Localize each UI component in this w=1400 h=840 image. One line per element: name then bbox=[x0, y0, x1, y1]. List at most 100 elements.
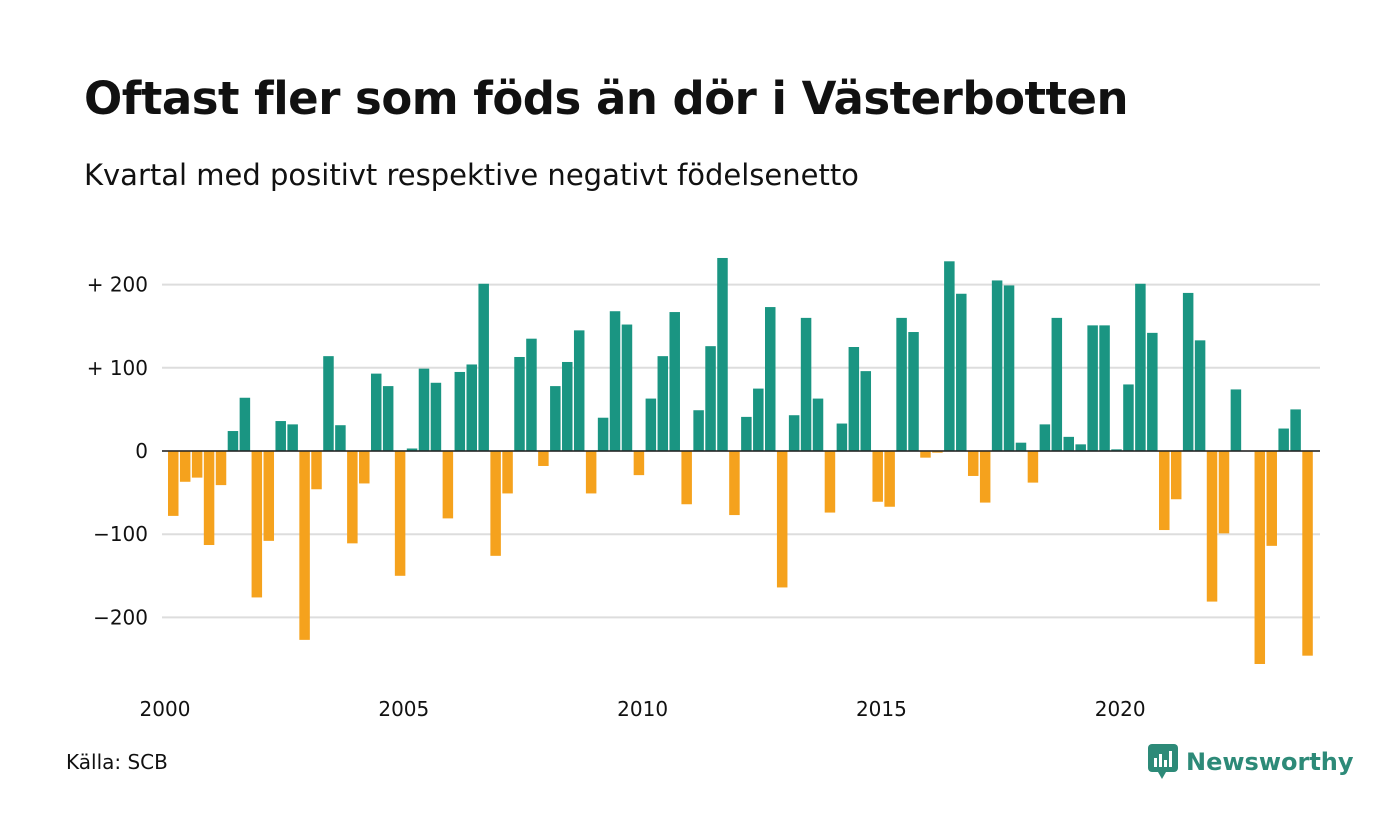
bar bbox=[705, 346, 716, 451]
bar bbox=[609, 311, 621, 451]
bar bbox=[514, 356, 525, 451]
source-note: Källa: SCB bbox=[66, 750, 168, 774]
bar bbox=[645, 398, 657, 451]
bar bbox=[967, 451, 979, 476]
bar bbox=[1063, 436, 1074, 451]
y-tick-label: + 100 bbox=[87, 356, 148, 380]
x-tick-label: 2000 bbox=[140, 697, 191, 721]
bar bbox=[633, 451, 645, 476]
bar bbox=[168, 451, 179, 516]
bar bbox=[932, 451, 943, 453]
bar bbox=[502, 451, 513, 494]
bar bbox=[335, 425, 346, 451]
bar bbox=[753, 388, 764, 451]
bar bbox=[956, 293, 967, 451]
bar bbox=[263, 451, 275, 541]
bar bbox=[287, 424, 298, 451]
bar bbox=[1278, 428, 1289, 451]
bar bbox=[669, 312, 680, 451]
bar bbox=[1075, 444, 1086, 451]
bar bbox=[179, 451, 191, 482]
x-tick-label: 2005 bbox=[378, 697, 429, 721]
bar bbox=[466, 364, 477, 451]
newsworthy-logo-icon bbox=[1148, 744, 1178, 779]
brand-name: Newsworthy bbox=[1186, 748, 1354, 776]
bar bbox=[430, 382, 442, 451]
bar bbox=[1230, 389, 1242, 451]
bar bbox=[884, 451, 895, 507]
bar bbox=[251, 451, 263, 598]
bar bbox=[1147, 332, 1158, 451]
bar bbox=[681, 451, 692, 505]
bar bbox=[370, 373, 382, 451]
bar bbox=[1254, 451, 1266, 664]
bar bbox=[418, 368, 430, 451]
y-tick-label: 0 bbox=[135, 439, 148, 463]
bar bbox=[550, 386, 561, 451]
bar bbox=[1266, 451, 1277, 546]
bar bbox=[657, 356, 669, 451]
bar bbox=[215, 451, 227, 486]
bar bbox=[1290, 409, 1301, 451]
bar bbox=[765, 307, 776, 451]
bar bbox=[741, 416, 752, 451]
bar bbox=[920, 451, 931, 458]
bar bbox=[860, 371, 872, 451]
bar bbox=[1135, 283, 1146, 451]
bar bbox=[239, 397, 251, 451]
bar bbox=[717, 257, 728, 451]
bar bbox=[191, 451, 203, 478]
bar bbox=[1182, 292, 1194, 451]
bar bbox=[454, 371, 466, 451]
bar bbox=[1039, 424, 1051, 451]
bar bbox=[979, 451, 991, 503]
bar bbox=[526, 338, 537, 451]
bar bbox=[1194, 340, 1206, 451]
bar bbox=[848, 347, 860, 451]
bar bbox=[1218, 451, 1230, 534]
bar bbox=[896, 317, 907, 451]
bar bbox=[562, 361, 573, 451]
bar bbox=[406, 448, 418, 451]
chart-subtitle: Kvartal med positivt respektive negativt… bbox=[84, 158, 859, 192]
bar bbox=[1206, 451, 1218, 602]
bar bbox=[944, 261, 955, 451]
brand-logo: Newsworthy bbox=[1148, 744, 1354, 780]
bar bbox=[311, 451, 322, 490]
bar bbox=[538, 451, 549, 466]
bar bbox=[872, 451, 883, 502]
bar bbox=[1027, 451, 1039, 483]
bar bbox=[573, 330, 585, 451]
bar bbox=[227, 431, 239, 451]
bar bbox=[812, 398, 824, 451]
bar bbox=[442, 451, 454, 519]
bar bbox=[359, 451, 370, 484]
x-tick-label: 2010 bbox=[617, 697, 668, 721]
bar bbox=[490, 451, 501, 556]
bar bbox=[585, 451, 597, 494]
bar bbox=[908, 332, 919, 451]
bar bbox=[621, 324, 633, 451]
chart-title: Oftast fler som föds än dör i Västerbott… bbox=[84, 72, 1129, 125]
bar bbox=[729, 451, 740, 516]
bar bbox=[394, 451, 406, 576]
bar bbox=[382, 386, 394, 451]
bar bbox=[1302, 451, 1313, 656]
bar bbox=[1087, 325, 1098, 451]
bar bbox=[1003, 285, 1015, 451]
bar bbox=[478, 283, 489, 451]
x-tick-label: 2020 bbox=[1095, 697, 1146, 721]
x-tick-label: 2015 bbox=[856, 697, 907, 721]
bar bbox=[299, 451, 310, 640]
bar bbox=[1099, 325, 1110, 451]
bar bbox=[800, 317, 812, 451]
bar bbox=[203, 451, 215, 546]
y-tick-label: −100 bbox=[93, 522, 148, 546]
bar bbox=[347, 451, 358, 544]
bar bbox=[1015, 442, 1027, 451]
bar bbox=[1051, 317, 1063, 451]
bar bbox=[597, 417, 609, 451]
bar bbox=[275, 421, 286, 451]
bar bbox=[776, 451, 788, 588]
